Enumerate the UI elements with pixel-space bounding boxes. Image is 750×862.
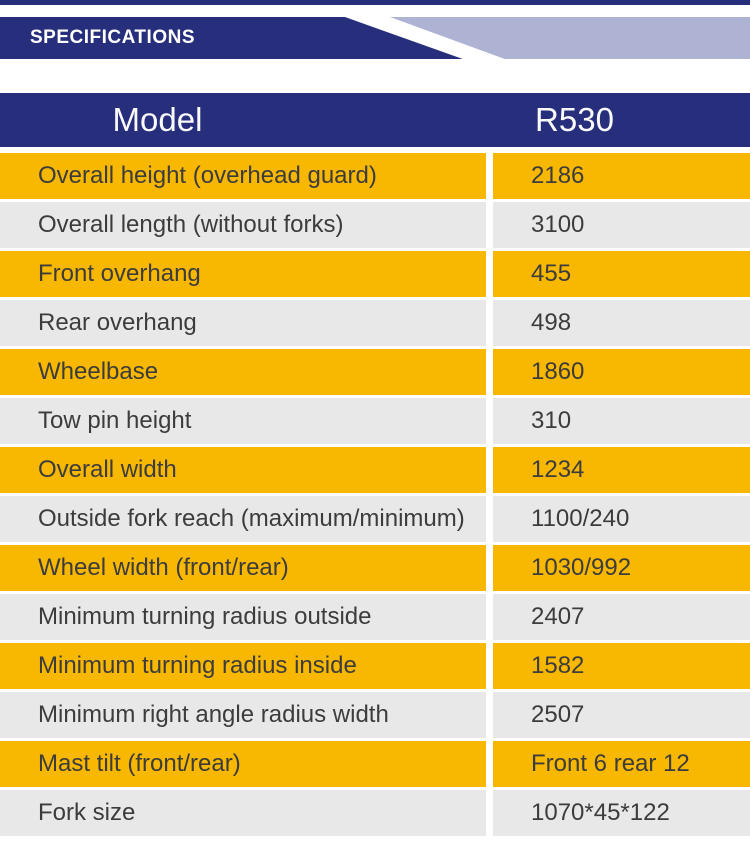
spec-value-cell: 1234 (493, 447, 750, 493)
spec-label-cell: Front overhang (0, 251, 486, 297)
table-row: Overall length (without forks) 3100 (0, 202, 750, 248)
spec-label: Minimum right angle radius width (38, 701, 389, 728)
spec-label-cell: Outside fork reach (maximum/minimum) (0, 496, 486, 542)
specifications-banner: SPECIFICATIONS (0, 17, 750, 59)
spec-label-cell: Wheelbase (0, 349, 486, 395)
spec-label-cell: Overall height (overhead guard) (0, 153, 486, 199)
top-accent-strip (0, 0, 750, 5)
spec-value-cell: 2407 (493, 594, 750, 640)
spec-label: Rear overhang (38, 309, 197, 336)
table-row: Overall height (overhead guard) 2186 (0, 153, 750, 199)
spec-value: Front 6 rear 12 (531, 750, 690, 777)
spec-value: 2407 (531, 603, 585, 630)
spec-label-cell: Wheel width (front/rear) (0, 545, 486, 591)
spec-value: 1100/240 (531, 505, 630, 532)
spec-label: Outside fork reach (maximum/minimum) (38, 505, 465, 532)
spec-value: 1860 (531, 358, 585, 385)
spec-value-cell: 1100/240 (493, 496, 750, 542)
spec-value-cell: 3100 (493, 202, 750, 248)
spec-value-cell: 498 (493, 300, 750, 346)
spec-label: Tow pin height (38, 407, 192, 434)
spec-table-body: Overall height (overhead guard) 2186 Ove… (0, 153, 750, 836)
spec-value-cell: Front 6 rear 12 (493, 741, 750, 787)
table-row: Rear overhang 498 (0, 300, 750, 346)
spec-label: Front overhang (38, 260, 201, 287)
spec-label-cell: Minimum right angle radius width (0, 692, 486, 738)
spec-value: 2186 (531, 162, 585, 189)
spec-label-cell: Overall width (0, 447, 486, 493)
spec-label-cell: Minimum turning radius inside (0, 643, 486, 689)
spec-label: Overall height (overhead guard) (38, 162, 377, 189)
table-row: Mast tilt (front/rear) Front 6 rear 12 (0, 741, 750, 787)
spec-table-header: Model R530 (0, 93, 750, 147)
spec-value-cell: 1582 (493, 643, 750, 689)
spec-label: Minimum turning radius outside (38, 603, 372, 630)
spec-label: Overall width (38, 456, 177, 483)
spec-label-cell: Tow pin height (0, 398, 486, 444)
spec-label: Wheel width (front/rear) (38, 554, 289, 581)
spec-value-cell: 455 (493, 251, 750, 297)
spec-value-cell: 1030/992 (493, 545, 750, 591)
spec-value: 1234 (531, 456, 585, 483)
spec-value-cell: 1070*45*122 (493, 790, 750, 836)
spec-label-cell: Fork size (0, 790, 486, 836)
spec-value: 498 (531, 309, 572, 336)
spec-value: 3100 (531, 211, 585, 238)
table-row: Wheel width (front/rear) 1030/992 (0, 545, 750, 591)
spec-value: 2507 (531, 701, 585, 728)
spec-value: 1070*45*122 (531, 799, 670, 826)
section-title: SPECIFICATIONS (30, 27, 195, 48)
table-row: Tow pin height 310 (0, 398, 750, 444)
spec-value-cell: 2186 (493, 153, 750, 199)
table-row: Front overhang 455 (0, 251, 750, 297)
table-row: Overall width 1234 (0, 447, 750, 493)
table-row: Outside fork reach (maximum/minimum) 110… (0, 496, 750, 542)
spec-value: 1582 (531, 652, 585, 679)
spec-label: Fork size (38, 799, 136, 826)
spec-label: Mast tilt (front/rear) (38, 750, 241, 777)
model-column-header: Model (112, 101, 203, 138)
spec-label: Minimum turning radius inside (38, 652, 357, 679)
table-row: Minimum right angle radius width 2507 (0, 692, 750, 738)
table-row: Wheelbase 1860 (0, 349, 750, 395)
table-row: Minimum turning radius inside 1582 (0, 643, 750, 689)
spec-label: Wheelbase (38, 358, 159, 385)
spec-value: 310 (531, 407, 572, 434)
spec-label: Overall length (without forks) (38, 211, 344, 238)
spec-label-cell: Overall length (without forks) (0, 202, 486, 248)
spec-value-cell: 2507 (493, 692, 750, 738)
model-value-header: R530 (535, 101, 614, 138)
spec-value: 455 (531, 260, 572, 287)
spec-value-cell: 1860 (493, 349, 750, 395)
table-row: Fork size 1070*45*122 (0, 790, 750, 836)
spec-value-cell: 310 (493, 398, 750, 444)
spec-label-cell: Rear overhang (0, 300, 486, 346)
spec-label-cell: Minimum turning radius outside (0, 594, 486, 640)
spec-value: 1030/992 (531, 554, 632, 581)
spec-label-cell: Mast tilt (front/rear) (0, 741, 486, 787)
table-row: Minimum turning radius outside 2407 (0, 594, 750, 640)
